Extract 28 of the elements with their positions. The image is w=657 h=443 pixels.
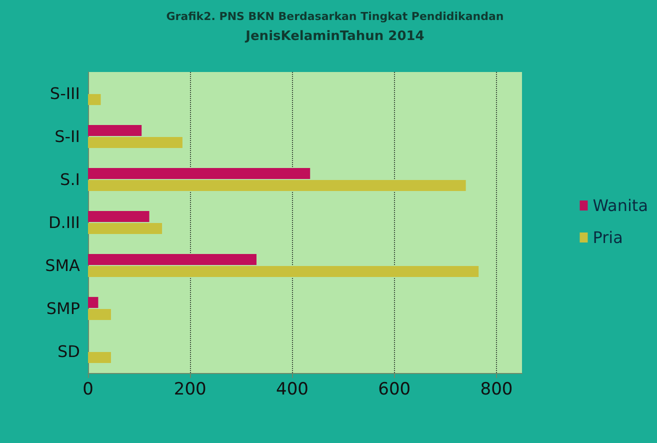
y-tick-label: S-II (54, 127, 80, 146)
bar (88, 296, 98, 308)
y-tick-label: S.I (60, 170, 80, 189)
bar (88, 180, 466, 192)
y-tick-label: D.III (48, 213, 80, 232)
y-tick-label: SD (58, 342, 80, 361)
chart-subtitle: JenisKelaminTahun 2014 (244, 29, 424, 44)
x-tick-label: 600 (378, 380, 411, 400)
bar (88, 137, 182, 148)
y-tick-label: SMP (46, 299, 80, 318)
bar (88, 266, 479, 278)
chart-title: Grafik2. PNS BKN Berdasarkan Tingkat Pendidikandan (166, 10, 504, 23)
bar (88, 352, 111, 364)
bar (88, 168, 310, 179)
bar (88, 254, 256, 265)
bar (88, 124, 142, 136)
y-tick-label: SMA (45, 256, 80, 275)
legend-label: Pria (592, 228, 623, 247)
bar (88, 210, 150, 222)
x-tick-label: 200 (174, 380, 206, 400)
x-tick-label: 800 (480, 380, 513, 400)
y-tick-label: S-III (50, 84, 80, 103)
x-tick-label: 0 (82, 380, 94, 400)
x-tick-label: 400 (276, 380, 308, 400)
legend-label: Wanita (592, 196, 648, 215)
bar (88, 94, 101, 106)
bar (88, 223, 162, 234)
bar (88, 309, 111, 320)
